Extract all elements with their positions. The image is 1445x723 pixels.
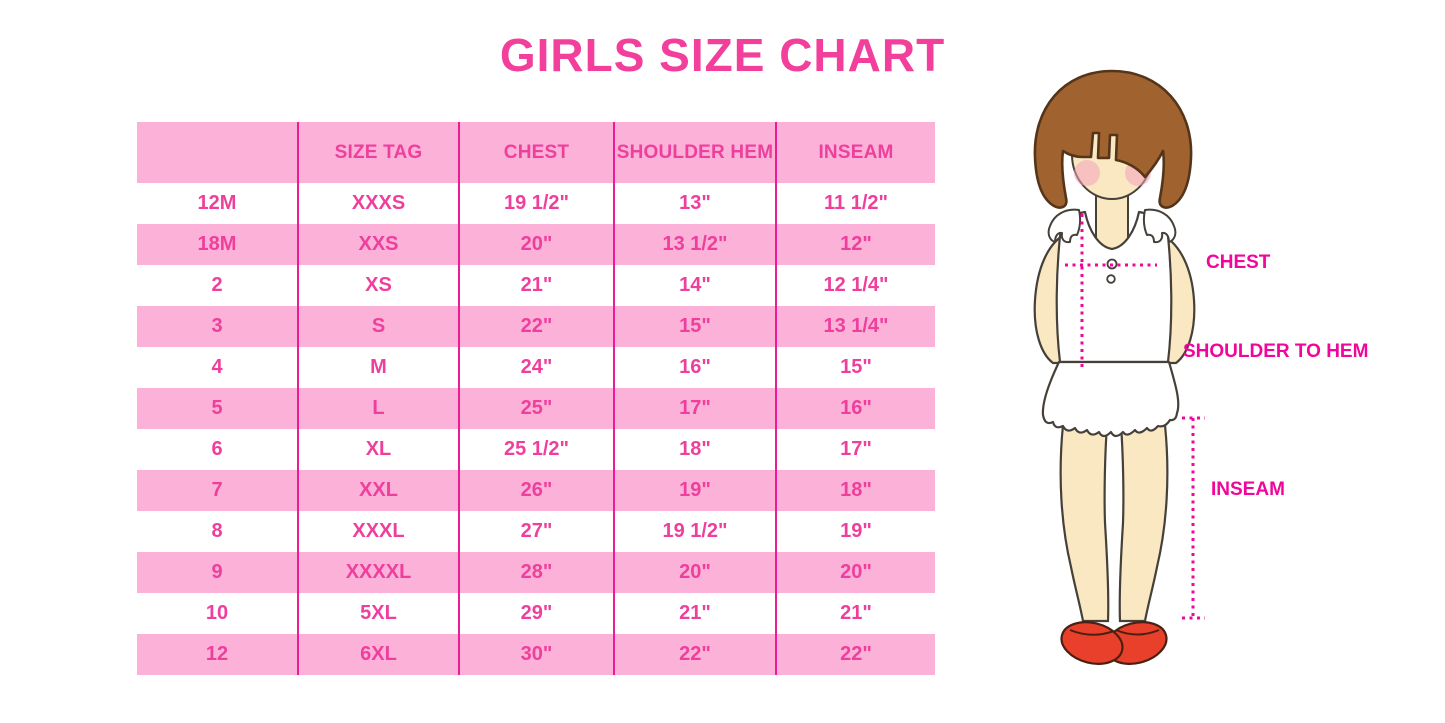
table-cell: 22" xyxy=(775,634,935,675)
table-cell: 26" xyxy=(458,470,613,511)
table-row: 3 S 22" 15" 13 1/4" xyxy=(137,306,935,347)
table-row: 10 5XL 29" 21" 21" xyxy=(137,593,935,634)
page-title: GIRLS SIZE CHART xyxy=(499,29,946,81)
table-cell: 15" xyxy=(613,306,775,347)
girls-size-table: SIZE TAG CHEST SHOULDER HEM INSEAM 12M X… xyxy=(137,122,935,675)
table-cell: 21" xyxy=(775,593,935,634)
table-row: 5 L 25" 17" 16" xyxy=(137,388,935,429)
table-cell: 3 xyxy=(211,315,223,337)
girl-shoulder-ruffles xyxy=(1047,208,1177,244)
girl-hair xyxy=(1033,69,1193,209)
column-header-blank xyxy=(137,122,297,183)
girl-legs xyxy=(1059,423,1169,623)
table-cell: 5 xyxy=(211,397,223,419)
table-cell: 12 xyxy=(205,643,229,665)
table-cell: 19 1/2" xyxy=(458,183,613,224)
table-row: 12 6XL 30" 22" 22" xyxy=(137,634,935,675)
table-cell: 17" xyxy=(775,429,935,470)
table-cell: 21" xyxy=(458,265,613,306)
column-header-size-tag: SIZE TAG xyxy=(297,122,458,183)
table-cell: 30" xyxy=(458,634,613,675)
table-cell: 16" xyxy=(613,347,775,388)
table-cell: 4 xyxy=(211,356,223,378)
table-cell: XXXL xyxy=(297,511,458,552)
table-cell: 7 xyxy=(211,479,223,501)
table-cell: 2 xyxy=(211,274,223,296)
table-cell: XXS xyxy=(297,224,458,265)
table-cell: 15" xyxy=(775,347,935,388)
table-cell: 12M xyxy=(197,192,237,214)
table-cell: M xyxy=(297,347,458,388)
table-cell: XXL xyxy=(297,470,458,511)
table-cell: 5XL xyxy=(297,593,458,634)
column-header-chest: CHEST xyxy=(458,122,613,183)
table-cell: 17" xyxy=(613,388,775,429)
table-row: 7 XXL 26" 19" 18" xyxy=(137,470,935,511)
table-cell: 12 1/4" xyxy=(775,265,935,306)
table-row: 4 M 24" 16" 15" xyxy=(137,347,935,388)
table-cell: S xyxy=(297,306,458,347)
table-cell: 29" xyxy=(458,593,613,634)
table-cell: 21" xyxy=(613,593,775,634)
table-cell: L xyxy=(297,388,458,429)
table-cell: 6XL xyxy=(297,634,458,675)
table-cell: 8 xyxy=(211,520,223,542)
table-cell: 20" xyxy=(458,224,613,265)
table-cell: 19 1/2" xyxy=(613,511,775,552)
table-cell: 13 1/4" xyxy=(775,306,935,347)
table-cell: 28" xyxy=(458,552,613,593)
table-cell: 11 1/2" xyxy=(775,183,935,224)
girl-measurement-illustration: CHEST SHOULDER TO HEM INSEAM xyxy=(995,55,1445,705)
table-cell: 25 1/2" xyxy=(458,429,613,470)
inseam-label: INSEAM xyxy=(1211,479,1285,500)
table-cell: XL xyxy=(297,429,458,470)
table-row: 9 XXXXL 28" 20" 20" xyxy=(137,552,935,593)
table-cell: 19" xyxy=(613,470,775,511)
table-cell: 20" xyxy=(613,552,775,593)
column-header-shoulder-hem: SHOULDER HEM xyxy=(613,122,775,183)
table-cell: 24" xyxy=(458,347,613,388)
table-row: 8 XXXL 27" 19 1/2" 19" xyxy=(137,511,935,552)
table-row: 12M XXXS 19 1/2" 13" 11 1/2" xyxy=(137,183,935,224)
table-cell: 27" xyxy=(458,511,613,552)
table-cell: 10 xyxy=(205,602,229,624)
table-cell: 20" xyxy=(775,552,935,593)
column-header-inseam: INSEAM xyxy=(775,122,935,183)
table-cell: 13 1/2" xyxy=(613,224,775,265)
table-cell: 19" xyxy=(775,511,935,552)
table-cell: 16" xyxy=(775,388,935,429)
table-header-row: SIZE TAG CHEST SHOULDER HEM INSEAM xyxy=(137,122,935,183)
table-row: 2 XS 21" 14" 12 1/4" xyxy=(137,265,935,306)
table-cell: 25" xyxy=(458,388,613,429)
table-cell: XS xyxy=(297,265,458,306)
girl-illustration xyxy=(1033,69,1205,665)
table-cell: XXXXL xyxy=(297,552,458,593)
table-cell: 14" xyxy=(613,265,775,306)
table-cell: 18M xyxy=(197,233,237,255)
shoulder-to-hem-label: SHOULDER TO HEM xyxy=(1183,341,1369,362)
table-cell: 12" xyxy=(775,224,935,265)
girl-skirt xyxy=(1041,360,1180,438)
table-cell: 22" xyxy=(458,306,613,347)
table-cell: 18" xyxy=(775,470,935,511)
table-cell: XXXS xyxy=(297,183,458,224)
table-cell: 6 xyxy=(211,438,223,460)
girl-shoes xyxy=(1060,621,1168,665)
table-cell: 18" xyxy=(613,429,775,470)
table-row: 6 XL 25 1/2" 18" 17" xyxy=(137,429,935,470)
table-cell: 13" xyxy=(613,183,775,224)
table-row: 18M XXS 20" 13 1/2" 12" xyxy=(137,224,935,265)
table-cell: 22" xyxy=(613,634,775,675)
chest-label: CHEST xyxy=(1206,252,1271,273)
table-cell: 9 xyxy=(211,561,223,583)
